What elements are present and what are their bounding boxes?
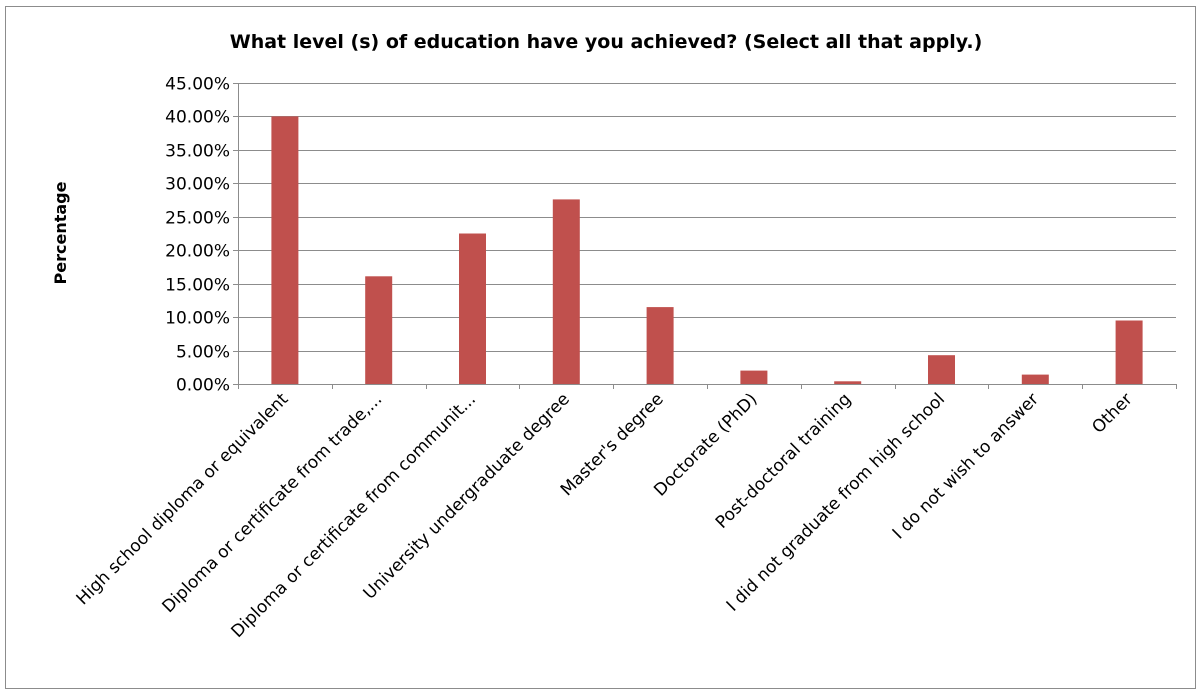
x-tick-label: University undergraduate degree (360, 389, 574, 603)
bar (740, 370, 768, 384)
axes (233, 83, 1177, 389)
y-axis-label: Percentage (51, 181, 70, 284)
y-tick-label: 35.00% (165, 142, 230, 162)
y-tick-label: 10.00% (165, 309, 230, 329)
bar (834, 381, 862, 384)
bar (1021, 374, 1049, 384)
y-tick-label: 25.00% (165, 209, 230, 229)
gridlines (238, 83, 1176, 352)
x-tick-labels: High school diploma or equivalentDiploma… (73, 389, 1137, 642)
bar (1115, 320, 1143, 384)
x-tick-label: Master's degree (557, 389, 668, 500)
y-tick-label: 0.00% (176, 376, 230, 396)
bar (459, 233, 486, 384)
x-tick-label: Other (1088, 389, 1136, 437)
bar (271, 116, 299, 385)
y-tick-label: 40.00% (165, 108, 230, 128)
y-tick-labels: 0.00% 5.00% 10.00% 15.00% 20.00% 25.00% 30.00%… (165, 75, 230, 396)
chart-frame (5, 6, 1196, 689)
x-tick-label: High school diploma or equivalent (73, 389, 293, 609)
y-tick-label: 30.00% (165, 175, 230, 195)
bar (928, 355, 955, 384)
x-tick-label: Doctorate (PhD) (650, 389, 761, 500)
y-tick-label: 15.00% (165, 276, 230, 296)
bars (271, 116, 1143, 385)
y-tick-label: 5.00% (176, 343, 230, 363)
bar (365, 276, 393, 384)
bar (646, 307, 674, 384)
y-tick-label: 45.00% (165, 75, 230, 95)
bar (552, 199, 580, 384)
chart-title: What level (s) of education have you ach… (230, 31, 983, 53)
y-tick-label: 20.00% (165, 242, 230, 262)
